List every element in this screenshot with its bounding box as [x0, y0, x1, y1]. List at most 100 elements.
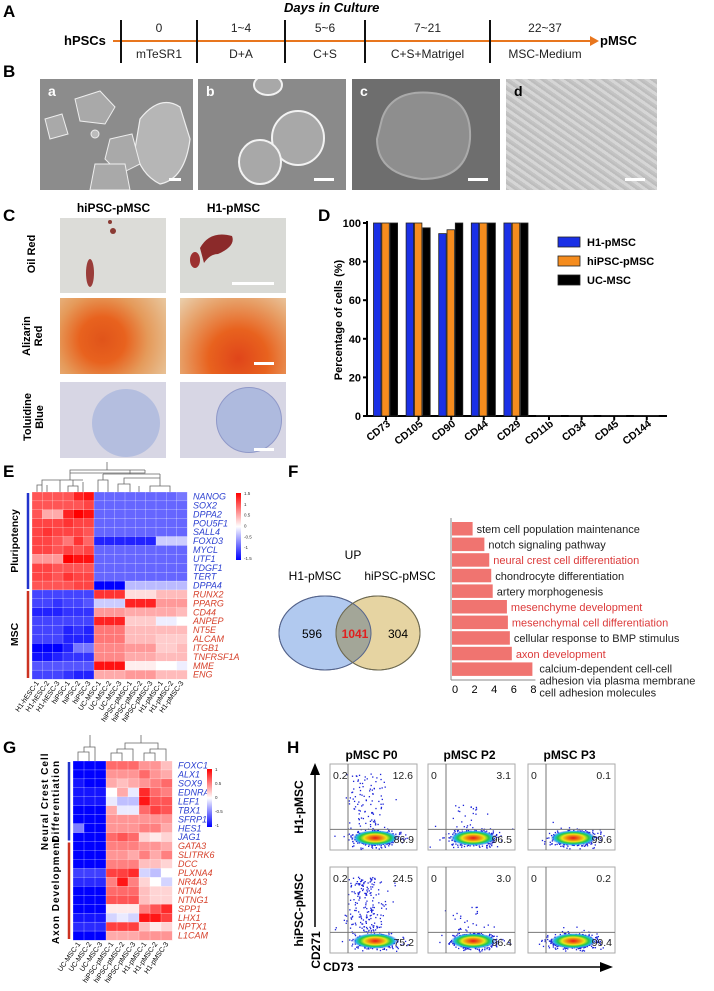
event-dot: [367, 815, 370, 818]
heatmap-cell: [62, 563, 74, 573]
heatmap-cell: [127, 832, 140, 842]
event-dot: [480, 932, 483, 934]
heatmap-cell: [116, 904, 129, 914]
heatmap-cell: [93, 545, 105, 555]
event-dot: [493, 926, 495, 928]
pluripotency-msc-heatmap: Pluripotency NANOGSOX2DPPA2POU5F1SALL4FOX…: [9, 462, 252, 723]
event-dot: [354, 901, 357, 904]
heatmap-cell: [62, 572, 74, 582]
heatmap-cell: [149, 930, 162, 941]
event-dot: [495, 944, 498, 946]
event-dot: [368, 918, 370, 921]
x-tick-label: 0: [452, 684, 458, 696]
event-dot: [375, 781, 377, 783]
event-dot: [370, 888, 372, 890]
event-dot: [358, 818, 360, 820]
event-dot: [359, 793, 361, 796]
event-dot: [370, 892, 372, 894]
heatmap-cell: [94, 913, 107, 923]
colorbar-tick: -1: [244, 545, 248, 550]
toluidine-blue-h1-image: [180, 382, 286, 458]
event-dot: [562, 948, 565, 950]
event-dot: [439, 839, 441, 841]
event-dot: [566, 847, 568, 849]
event-dot: [349, 909, 351, 911]
event-dot: [359, 926, 361, 928]
event-dot: [371, 900, 374, 902]
event-dot: [353, 800, 356, 803]
gene-label: SPP1: [178, 904, 201, 914]
x-tick-label: CD44: [462, 418, 491, 444]
event-dot: [370, 894, 372, 896]
event-dot: [551, 843, 553, 845]
heatmap-cell: [72, 832, 85, 842]
event-dot: [370, 908, 373, 910]
dendrogram: [36, 462, 171, 492]
heatmap-cell: [176, 518, 188, 529]
heatmap-cell: [149, 921, 162, 932]
heatmap-cell: [105, 877, 118, 887]
heatmap-cell: [138, 796, 151, 807]
event-dot: [382, 948, 384, 951]
heatmap-cell: [31, 518, 43, 529]
event-dot: [365, 822, 367, 825]
heatmap-cell: [160, 823, 173, 834]
event-dot: [371, 910, 373, 913]
heatmap-cell: [166, 661, 178, 671]
heatmap-cell: [105, 832, 118, 842]
heatmap-cell: [104, 598, 116, 609]
go-term-label: notch signaling pathway: [488, 540, 606, 552]
event-dot: [470, 819, 473, 821]
event-dot: [351, 791, 353, 794]
event-dot: [360, 880, 363, 882]
legend-swatch: [557, 255, 581, 267]
quadrant-lr-value: 75.2: [394, 937, 415, 949]
heatmap-cell: [138, 841, 151, 851]
event-dot: [403, 839, 405, 842]
gene-label: GATA3: [178, 841, 206, 851]
heatmap-cell: [166, 554, 178, 564]
event-dot: [334, 929, 337, 931]
heatmap-cell: [105, 787, 118, 798]
event-dot: [369, 788, 371, 790]
heatmap-cell: [72, 769, 85, 780]
gene-label: EDNRA: [178, 787, 210, 797]
event-dot: [351, 940, 353, 942]
event-dot: [359, 913, 361, 916]
heatmap-cell: [124, 527, 136, 537]
heatmap-cell: [176, 652, 188, 662]
event-dot: [363, 926, 366, 928]
heatmap-cell: [73, 509, 85, 520]
heatmap-cell: [114, 536, 126, 546]
heatmap-cell: [127, 868, 140, 878]
heatmap-cell: [114, 625, 126, 635]
event-dot: [484, 947, 486, 949]
event-dot: [467, 926, 470, 928]
event-dot: [453, 829, 456, 832]
event-dot: [486, 813, 489, 815]
event-dot: [576, 926, 578, 928]
event-dot: [581, 845, 583, 847]
event-dot: [364, 880, 366, 883]
event-dot: [384, 900, 387, 903]
event-dot: [384, 786, 386, 788]
heatmap-cell: [83, 518, 95, 529]
heatmap-cell: [73, 554, 85, 564]
event-dot: [581, 950, 583, 952]
stage-medium: MSC-Medium: [508, 47, 582, 61]
event-dot: [459, 810, 461, 813]
gene-label: SLITRK6: [178, 850, 215, 860]
bar-h1-pmsc: [568, 415, 577, 417]
event-dot: [370, 928, 372, 930]
event-dot: [359, 789, 362, 792]
event-dot: [373, 925, 375, 927]
gene-label: L1CAM: [178, 931, 209, 941]
heatmap-cell: [124, 545, 136, 555]
heatmap-cell: [155, 589, 167, 600]
event-dot: [453, 944, 455, 947]
bar-h1-pmsc: [536, 415, 545, 417]
panel-label-e: E: [3, 462, 15, 481]
gene-label: MME: [193, 661, 215, 671]
heatmap-cell: [114, 509, 126, 520]
dendrogram: [77, 735, 167, 761]
